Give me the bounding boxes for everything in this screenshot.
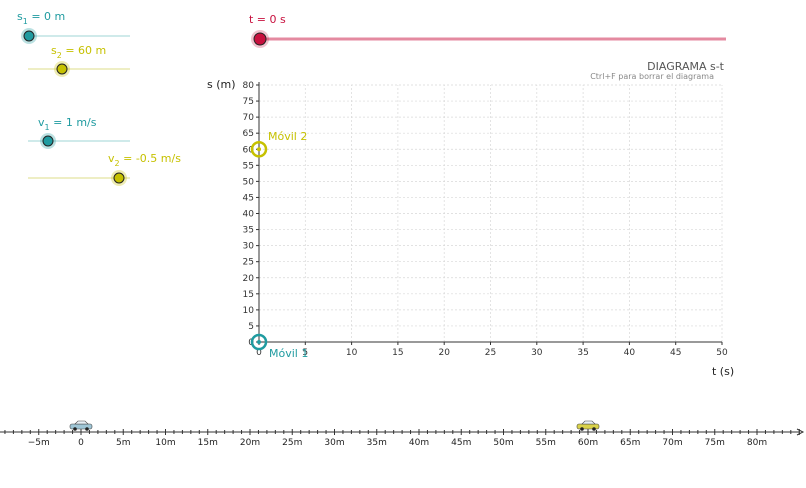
s2-slider-handle[interactable] xyxy=(54,61,70,77)
car-2-icon xyxy=(576,420,600,431)
track-tick-label: 20m xyxy=(240,438,260,448)
x-tick-label: 30 xyxy=(531,348,543,358)
track-tick-label: 45m xyxy=(451,438,471,448)
y-tick-label: 20 xyxy=(243,274,255,284)
track-tick-label: 65m xyxy=(620,438,640,448)
x-tick-label: 50 xyxy=(716,348,728,358)
x-tick-label: 10 xyxy=(346,348,358,358)
track-tick-label: 55m xyxy=(536,438,556,448)
track-tick-label: 50m xyxy=(493,438,513,448)
y-tick-label: 5 xyxy=(248,322,254,332)
data-point-center-1 xyxy=(257,340,261,344)
x-tick-label: 35 xyxy=(577,348,588,358)
track-tick-label: 70m xyxy=(662,438,682,448)
x-tick-label: 20 xyxy=(438,348,450,358)
track-tick-label: 40m xyxy=(409,438,429,448)
time-slider-handle[interactable] xyxy=(251,30,269,48)
y-tick-label: 75 xyxy=(243,97,254,107)
track-tick-label: 80m xyxy=(747,438,767,448)
y-tick-label: 15 xyxy=(243,290,254,300)
y-tick-label: 70 xyxy=(243,113,255,123)
track-tick-label: 15m xyxy=(198,438,218,448)
s1-label: s1 = 0 m xyxy=(17,10,66,26)
y-tick-label: 45 xyxy=(243,193,254,203)
y-tick-label: 60 xyxy=(243,145,255,155)
x-axis-label: t (s) xyxy=(712,365,735,378)
v2-label: v2 = -0.5 m/s xyxy=(108,152,181,168)
mobile-2-label: Móvil 2 xyxy=(268,130,308,143)
y-tick-label: 55 xyxy=(243,161,254,171)
track-tick-label: 25m xyxy=(282,438,302,448)
track-tick-label: 5m xyxy=(116,438,131,448)
s2-label: s2 = 60 m xyxy=(51,44,107,60)
v1-label: v1 = 1 m/s xyxy=(38,116,97,132)
track-tick-label: 35m xyxy=(367,438,387,448)
s1-slider-handle[interactable] xyxy=(21,28,37,44)
y-tick-label: 30 xyxy=(243,242,255,252)
x-tick-label: 45 xyxy=(670,348,681,358)
y-tick-label: 65 xyxy=(243,129,254,139)
track-tick-label: 10m xyxy=(155,438,175,448)
data-point-2 xyxy=(250,141,268,158)
y-tick-label: 25 xyxy=(243,258,254,268)
y-tick-label: 80 xyxy=(243,81,255,91)
car-1-icon xyxy=(69,420,93,431)
diagram-hint: Ctrl+F para borrar el diagrama xyxy=(590,72,714,81)
track-tick-label: 30m xyxy=(324,438,344,448)
x-tick-label: 25 xyxy=(485,348,496,358)
time-label: t = 0 s xyxy=(249,13,286,26)
mobile-1-label: Móvil 1 xyxy=(269,347,309,360)
position-track: −5m 0 5m 10m 15m 20m 25m 30m 35m 40m 45m 50m 55m 60m 6… xyxy=(0,420,805,448)
v1-slider-handle[interactable] xyxy=(40,133,56,149)
x-tick-label: 5 xyxy=(302,348,308,358)
diagram-title: DIAGRAMA s-t xyxy=(647,60,724,73)
track-tick-label: 60m xyxy=(578,438,598,448)
x-tick-label: 0 xyxy=(256,348,262,358)
data-point-1 xyxy=(250,333,268,351)
data-point-center-2 xyxy=(257,147,261,152)
x-tick-label: 40 xyxy=(624,348,636,358)
track-tick-label: 75m xyxy=(705,438,725,448)
x-tick-label: 15 xyxy=(392,348,403,358)
track-tick-label: −5m xyxy=(28,438,50,448)
y-tick-label: 50 xyxy=(243,177,255,187)
v2-slider-handle[interactable] xyxy=(111,170,127,186)
track-tick-label: 0 xyxy=(78,438,84,448)
y-tick-label: 35 xyxy=(243,226,254,236)
y-axis-label: s (m) xyxy=(207,78,236,91)
y-tick-label: 10 xyxy=(243,306,255,316)
y-tick-label: 40 xyxy=(243,210,255,220)
